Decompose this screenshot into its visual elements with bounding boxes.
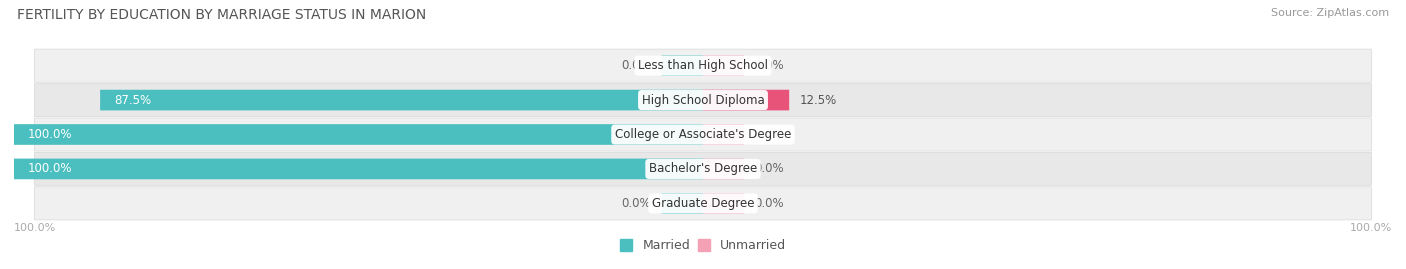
FancyBboxPatch shape — [662, 193, 703, 214]
FancyBboxPatch shape — [14, 159, 703, 179]
Text: Graduate Degree: Graduate Degree — [652, 197, 754, 210]
Text: FERTILITY BY EDUCATION BY MARRIAGE STATUS IN MARION: FERTILITY BY EDUCATION BY MARRIAGE STATU… — [17, 8, 426, 22]
FancyBboxPatch shape — [703, 90, 789, 110]
Text: 87.5%: 87.5% — [114, 94, 150, 107]
Text: 100.0%: 100.0% — [28, 162, 72, 175]
Text: 0.0%: 0.0% — [755, 128, 785, 141]
Text: Source: ZipAtlas.com: Source: ZipAtlas.com — [1271, 8, 1389, 18]
FancyBboxPatch shape — [34, 84, 1372, 116]
Legend: Married, Unmarried: Married, Unmarried — [620, 239, 786, 252]
Text: College or Associate's Degree: College or Associate's Degree — [614, 128, 792, 141]
Text: 0.0%: 0.0% — [621, 197, 651, 210]
FancyBboxPatch shape — [34, 153, 1372, 185]
FancyBboxPatch shape — [34, 118, 1372, 151]
FancyBboxPatch shape — [34, 49, 1372, 82]
Text: Less than High School: Less than High School — [638, 59, 768, 72]
FancyBboxPatch shape — [703, 193, 744, 214]
Text: 100.0%: 100.0% — [1350, 223, 1392, 233]
FancyBboxPatch shape — [100, 90, 703, 110]
Text: 0.0%: 0.0% — [755, 162, 785, 175]
FancyBboxPatch shape — [662, 55, 703, 76]
FancyBboxPatch shape — [14, 124, 703, 145]
FancyBboxPatch shape — [703, 55, 744, 76]
FancyBboxPatch shape — [703, 124, 744, 145]
Text: 100.0%: 100.0% — [14, 223, 56, 233]
Text: Bachelor's Degree: Bachelor's Degree — [650, 162, 756, 175]
Text: 0.0%: 0.0% — [755, 59, 785, 72]
Text: High School Diploma: High School Diploma — [641, 94, 765, 107]
Text: 100.0%: 100.0% — [28, 128, 72, 141]
FancyBboxPatch shape — [34, 187, 1372, 220]
Text: 0.0%: 0.0% — [621, 59, 651, 72]
Text: 0.0%: 0.0% — [755, 197, 785, 210]
Text: 12.5%: 12.5% — [800, 94, 837, 107]
FancyBboxPatch shape — [703, 159, 744, 179]
